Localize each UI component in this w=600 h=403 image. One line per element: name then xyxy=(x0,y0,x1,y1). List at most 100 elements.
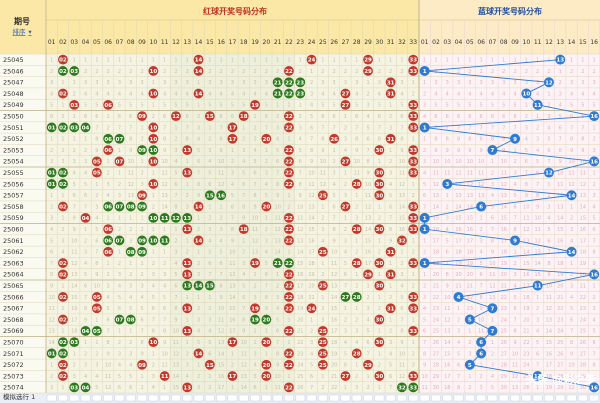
red-ball xyxy=(340,99,351,110)
select-cell[interactable] xyxy=(261,394,272,402)
select-cell[interactable] xyxy=(555,394,566,402)
table-row[interactable]: 25067 11 1 16 8 05 5 6 5 5 6 6 8 13 2 2 10 15 7 19 9 4 22 19 24 2… xyxy=(3,303,596,314)
select-cell[interactable] xyxy=(125,394,136,402)
table-row[interactable]: 25059 3 1 8 04 4 1 1 1 1 10 11 12 13 1 2 2 7 9 10 1 11 22 11 14 2… xyxy=(3,212,596,223)
table-row[interactable]: 25048 4 02 2 4 4 4 4 4 4 10 4 4 4 14 4 4 4 4 4 4 21 22 23 3 4 4 27 4… xyxy=(3,88,596,99)
select-cell[interactable] xyxy=(148,394,159,402)
miss-count: 6 xyxy=(253,385,256,391)
select-cell[interactable] xyxy=(317,394,328,402)
select-cell[interactable] xyxy=(363,394,373,402)
select-cell[interactable] xyxy=(114,394,125,402)
select-cell[interactable] xyxy=(284,394,294,402)
table-row[interactable]: 25052 1 1 1 1 8 06 07 8 2 10 8 2 8 4 2 8 17 2 3 20 4 1 4 7 8 26 3 8 6… xyxy=(3,133,596,144)
select-cell[interactable] xyxy=(532,394,543,402)
select-cell[interactable] xyxy=(295,394,306,402)
select-cell[interactable] xyxy=(216,394,227,402)
red-ball xyxy=(408,111,419,122)
red-ball xyxy=(46,122,57,133)
select-cell[interactable] xyxy=(464,394,475,402)
select-cell[interactable] xyxy=(250,394,260,402)
sort-arrow-icon[interactable]: ▾ xyxy=(28,28,32,36)
footer-label[interactable]: 模拟选行 1 xyxy=(3,392,35,401)
table-row[interactable]: 25050 6 2 1 6 6 1 6 6 09 2 6 12 6 2 15 6 6 18 1 6 2 22 2 5 6 6 1 6 4 6… xyxy=(3,111,584,122)
select-cell[interactable] xyxy=(476,394,487,402)
table-row[interactable]: 25051 01 02 03 04 7 2 7 7 1 10 7 1 7 3 1 7 17 1 2 7 3 22 3 6 7 7 2 7… xyxy=(3,122,596,133)
select-cell[interactable] xyxy=(408,394,419,402)
select-cell[interactable] xyxy=(510,394,520,402)
select-cell[interactable] xyxy=(487,394,498,402)
select-cell[interactable] xyxy=(374,394,385,402)
table-row[interactable]: 25046 2 02 03 2 2 2 2 2 2 10 2 2 2 14 2 2 2 2 2 2 2 22 2 1 2 2 2 2 29… xyxy=(3,66,596,76)
miss-count: 15 xyxy=(399,216,405,222)
select-cell[interactable] xyxy=(159,394,170,402)
select-cell[interactable] xyxy=(103,394,114,402)
select-cell[interactable] xyxy=(182,394,193,402)
miss-count: 25 xyxy=(557,340,563,346)
miss-count: 6 xyxy=(299,159,302,165)
select-cell[interactable] xyxy=(91,394,102,402)
table-row[interactable]: 25069 13 1 18 04 05 7 1 1 7 8 8 10 13 4 4 12 17 9 1 1 6 22 21 2 2… xyxy=(3,325,596,336)
select-cell[interactable] xyxy=(589,394,600,402)
select-cell[interactable] xyxy=(419,394,430,402)
table-row[interactable]: 25066 10 02 15 7 05 4 5 4 4 5 5 7 1 1 1 9 14 6 3 8 3 22 18 21 1 14… xyxy=(3,292,596,302)
select-cell[interactable] xyxy=(238,394,249,402)
select-cell[interactable] xyxy=(577,394,588,402)
select-cell[interactable] xyxy=(204,394,215,402)
select-cell[interactable] xyxy=(385,394,396,402)
select-cell[interactable] xyxy=(397,394,407,402)
select-cell[interactable] xyxy=(227,394,238,402)
watermark: 头条 @彩之梦 xyxy=(526,372,597,386)
table-row[interactable]: 25065 9 1 14 6 10 3 4 3 3 4 4 6 13 14 15 8 13 5 2 7 2 22 17 20 25… xyxy=(3,280,596,291)
table-row[interactable]: 25054 3 3 3 3 05 1 07 10 1 10 10 4 1 6 4 10 2 4 5 2 6 22 6 9 10 2 2… xyxy=(3,156,586,167)
select-cell[interactable] xyxy=(498,394,509,402)
table-row[interactable]: 25047 3 1 1 3 3 3 3 3 3 1 3 3 3 1 3 3 3 3 3 3 21 22 23 2 3 3 3 3 1 3 31… xyxy=(3,77,596,88)
table-row[interactable]: 25071 01 02 1 2 2 9 3 3 9 1 10 12 2 14 6 14 1 11 3 1 8 22 23 4 25… xyxy=(3,348,596,359)
select-cell[interactable] xyxy=(521,394,532,402)
red-ball-number: 03 xyxy=(70,385,78,391)
table-row[interactable]: 25072 1 02 2 3 3 10 4 4 09 2 11 13 3 1 15 15 2 12 4 20 9 22 24 5… xyxy=(3,359,596,370)
table-row[interactable]: 25064 8 02 13 5 9 2 3 2 2 3 3 5 13 3 7 7 12 4 1 6 1 22 16 19 2 12 6… xyxy=(3,269,586,280)
miss-count: 3 xyxy=(50,385,53,391)
select-cell[interactable] xyxy=(566,394,577,402)
table-row[interactable]: 25055 01 02 4 4 05 2 1 11 2 1 11 5 13 7 5 11 3 5 6 3 7 22 7 10 11… xyxy=(3,167,596,178)
select-cell[interactable] xyxy=(340,394,351,402)
table-row[interactable]: 25061 5 3 10 2 6 06 07 3 09 10 11 2 1 14 4 4 9 1 12 3 13 22 13 1… xyxy=(3,235,596,246)
table-row[interactable]: 25068 12 02 17 9 1 6 07 08 6 7 7 9 1 3 3 11 16 8 19 20 5 1 20 1 3… xyxy=(3,314,596,325)
select-cell[interactable] xyxy=(272,394,283,402)
table-row[interactable]: 25060 4 2 9 1 5 06 2 2 2 1 1 1 13 2 3 3 8 18 11 2 12 22 12 15 3 8 2… xyxy=(3,224,596,235)
table-row[interactable]: 25070 14 02 03 1 1 8 2 2 8 10 9 11 1 5 5 13 17 10 2 20 7 1 22 3 2… xyxy=(3,337,596,348)
select-cell[interactable] xyxy=(351,394,362,402)
select-cell[interactable] xyxy=(46,394,57,402)
sort-link[interactable]: 排序 xyxy=(13,27,27,36)
select-cell[interactable] xyxy=(442,394,453,402)
table-row[interactable]: 25062 6 4 11 3 7 06 1 08 09 1 1 3 2 1 5 5 10 2 13 4 14 1 14 17 25… xyxy=(3,246,596,257)
table-row[interactable]: 25045 1 02 1 1 1 1 1 1 1 1 1 1 1 14 1 1 1 1 1 1 1 1 1 24 1 1 1 1 29 1 1… xyxy=(3,54,596,65)
miss-count: 9 xyxy=(559,159,562,165)
select-cell[interactable] xyxy=(80,394,91,402)
red-ball xyxy=(363,66,373,76)
table-row[interactable]: 25057 1 1 6 6 2 4 3 13 09 1 13 7 2 9 15 16 5 7 8 5 9 1 9 12 25 5 3 1… xyxy=(3,190,596,201)
miss-count: 8 xyxy=(163,329,166,335)
miss-count: 1 xyxy=(84,137,87,143)
miss-count: 9 xyxy=(242,329,245,335)
select-cell[interactable] xyxy=(453,394,464,402)
select-cell[interactable] xyxy=(329,394,340,402)
select-cell[interactable] xyxy=(58,394,68,402)
table-row[interactable]: 25074 3 1 03 04 5 12 6 6 2 4 1 15 13 3 2 17 1 14 6 1 11 22 26 7 2… xyxy=(3,382,586,393)
select-cell[interactable] xyxy=(544,394,554,402)
red-ball xyxy=(385,303,396,314)
select-cell[interactable] xyxy=(306,394,317,402)
select-cell[interactable] xyxy=(193,394,204,402)
select-cell[interactable] xyxy=(137,394,147,402)
table-row[interactable]: 25058 2 02 7 7 3 06 07 08 09 2 14 8 3 14 1 1 6 8 9 20 10 2 10 13… xyxy=(3,201,596,212)
miss-count: 9 xyxy=(434,148,437,154)
table-row[interactable]: 25053 2 2 2 2 9 06 1 9 09 10 9 3 13 5 3 9 1 3 4 1 5 22 5 8 9 1 4 9 7 3… xyxy=(3,145,596,155)
select-cell[interactable] xyxy=(431,394,441,402)
table-row[interactable]: 25056 01 02 5 5 1 3 2 12 3 10 12 6 1 8 6 12 4 6 7 4 8 22 8 11 12 4… xyxy=(3,179,596,189)
miss-count: 1 xyxy=(107,216,110,222)
select-cell[interactable] xyxy=(171,394,181,402)
table-row[interactable]: 25049 5 1 03 5 5 06 5 5 5 1 5 5 5 1 5 5 5 5 19 5 1 1 1 4 5 5 27 5 3 5 1… xyxy=(3,99,596,110)
table-row[interactable]: 25073 2 02 3 4 4 11 5 5 1 3 11 14 4 2 1 16 17 13 5 20 10 1 25 6 1… xyxy=(3,371,596,381)
select-cell[interactable] xyxy=(69,394,80,402)
table-row[interactable]: 25063 7 02 12 4 8 1 2 1 1 2 2 4 13 2 6 6 11 3 19 5 21 22 15 18 1 1… xyxy=(3,258,596,268)
